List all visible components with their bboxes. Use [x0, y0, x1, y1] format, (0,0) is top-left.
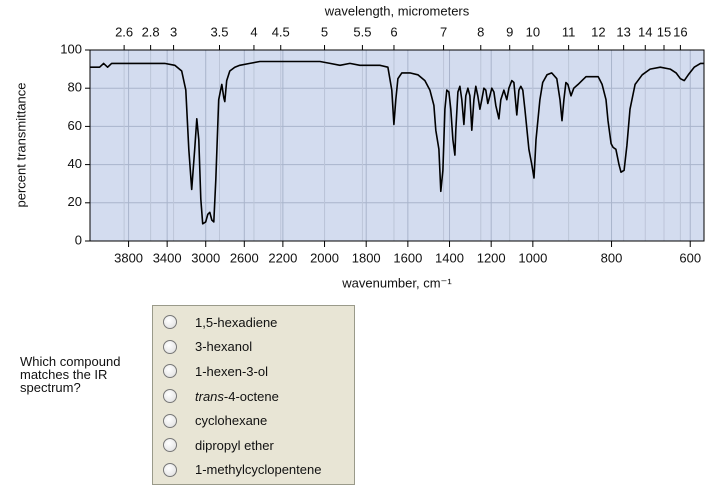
- y-tick-label: 0: [75, 232, 82, 247]
- y-tick-label: 40: [68, 156, 82, 171]
- top-tick-label: 14: [638, 24, 652, 39]
- radio[interactable]: [163, 462, 177, 477]
- question: Which compound matches the IR spectrum?: [20, 354, 121, 395]
- option[interactable]: dipropyl ether: [153, 433, 354, 458]
- option-label: dipropyl ether: [195, 437, 274, 453]
- chart: wavelength, micrometers wavenumber, cm⁻¹…: [13, 3, 705, 290]
- top-tick-label: 5: [321, 24, 328, 39]
- top-tick-label: 7: [440, 24, 447, 39]
- option[interactable]: 1-hexen-3-ol: [153, 359, 354, 384]
- spectrum-line: [90, 60, 704, 225]
- radio[interactable]: [163, 364, 177, 379]
- x-tick-label: 1400: [435, 250, 464, 265]
- y-tick-label: 80: [68, 80, 82, 95]
- radio[interactable]: [163, 389, 177, 404]
- top-tick-label: 9: [506, 24, 513, 39]
- x-tick-label: 2000: [310, 250, 339, 265]
- radio[interactable]: [163, 438, 177, 453]
- top-tick-label: 10: [526, 24, 540, 39]
- top-tick-label: 15: [657, 24, 671, 39]
- option[interactable]: cyclohexane: [153, 408, 354, 433]
- y-tick-label: 100: [60, 41, 82, 56]
- top-tick-label: 2.6: [115, 24, 133, 39]
- option[interactable]: 3-hexanol: [153, 335, 354, 360]
- top-tick-label: 12: [591, 24, 605, 39]
- option-label: -4-octene: [223, 388, 279, 404]
- option[interactable]: 1-methylcyclopentene: [153, 458, 354, 483]
- option-label: 1-methylcyclopentene: [195, 462, 322, 478]
- option-label: 1-hexen-3-ol: [195, 363, 268, 379]
- x-tick-label: 1800: [352, 250, 381, 265]
- y-axis-title: percent transmittance: [13, 82, 28, 207]
- top-tick-label: 6: [390, 24, 397, 39]
- radio[interactable]: [163, 413, 177, 428]
- x-tick-label: 3800: [114, 250, 143, 265]
- option-label: cyclohexane: [195, 413, 268, 429]
- top-axis-title: wavelength, micrometers: [324, 3, 470, 18]
- top-tick-label: 4.5: [272, 24, 290, 39]
- x-tick-label: 600: [679, 250, 701, 265]
- x-tick-label: 1000: [518, 250, 547, 265]
- top-tick-label: 13: [616, 24, 630, 39]
- option-label: 3-hexanol: [195, 339, 253, 355]
- x-tick-label: 2600: [230, 250, 259, 265]
- x-tick-label: 3400: [153, 250, 182, 265]
- x-tick-label: 3000: [191, 250, 220, 265]
- top-tick-label: 11: [562, 24, 576, 39]
- top-tick-label: 3.5: [210, 24, 228, 39]
- plot-frame: [89, 49, 705, 242]
- option-label: 1,5-hexadiene: [195, 314, 278, 330]
- y-tick-label: 20: [68, 194, 82, 209]
- top-tick-label: 4: [250, 24, 257, 39]
- top-tick-label: 8: [477, 24, 484, 39]
- option-label-italic: trans: [195, 388, 224, 404]
- top-tick-label: 2.8: [142, 24, 160, 39]
- option[interactable]: trans -4-octene: [153, 384, 354, 409]
- x-tick-label: 800: [601, 250, 623, 265]
- top-tick-label: 3: [170, 24, 177, 39]
- top-tick-label: 16: [673, 24, 687, 39]
- radio[interactable]: [163, 315, 177, 330]
- y-tick-label: 60: [68, 118, 82, 133]
- x-tick-label: 1200: [477, 250, 506, 265]
- top-tick-label: 5.5: [353, 24, 371, 39]
- x-tick-label: 1600: [393, 250, 422, 265]
- option[interactable]: 1,5-hexadiene: [153, 310, 354, 335]
- x-tick-label: 2200: [268, 250, 297, 265]
- radio[interactable]: [163, 339, 177, 354]
- answer-box: 1,5-hexadiene 3-hexanol 1-hexen-3-ol tra…: [152, 305, 355, 485]
- x-axis-title: wavenumber, cm⁻¹: [341, 275, 452, 290]
